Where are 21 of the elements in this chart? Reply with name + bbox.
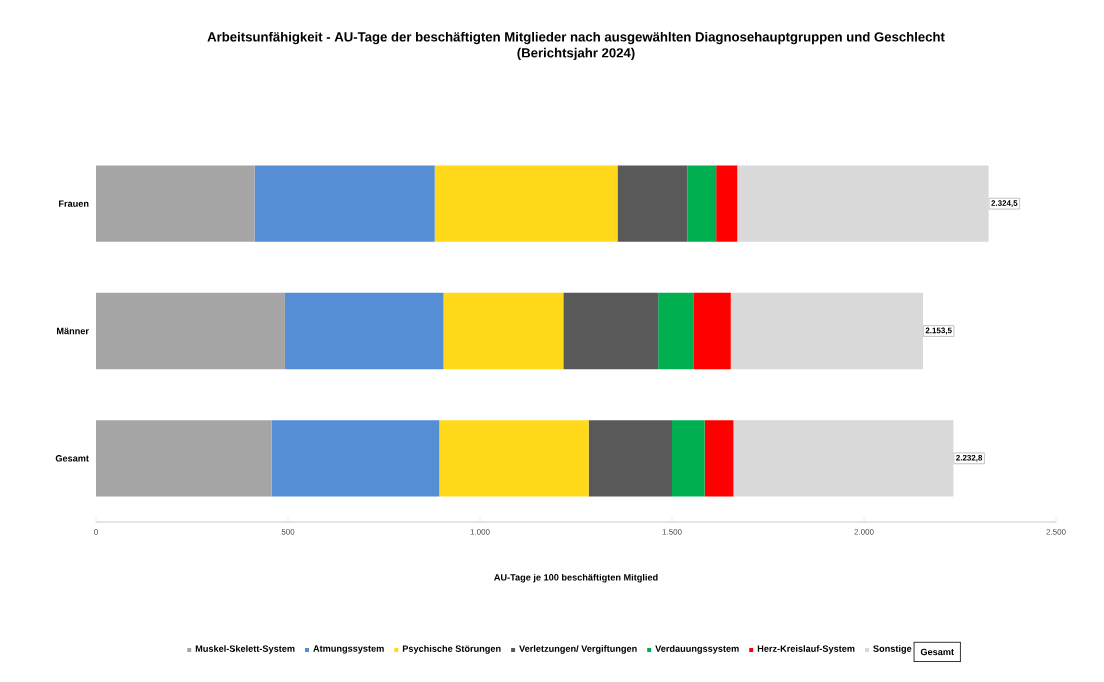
bar: [96, 292, 285, 370]
bar: [672, 420, 705, 497]
bar: [737, 165, 989, 242]
bar: [716, 165, 738, 242]
bar: [588, 420, 673, 497]
bar: [254, 165, 435, 242]
bar: [693, 292, 731, 370]
bar: [96, 165, 255, 242]
bar: [658, 292, 694, 370]
bar: [687, 165, 717, 242]
bar: [733, 420, 954, 497]
bar: [439, 420, 589, 497]
bar: [434, 165, 618, 242]
bar: [617, 165, 688, 242]
bar: [730, 292, 923, 370]
bar: [271, 420, 440, 497]
bar: [96, 420, 272, 497]
bar: [563, 292, 659, 370]
bar: [284, 292, 444, 370]
bar: [704, 420, 734, 497]
bar: [443, 292, 564, 370]
